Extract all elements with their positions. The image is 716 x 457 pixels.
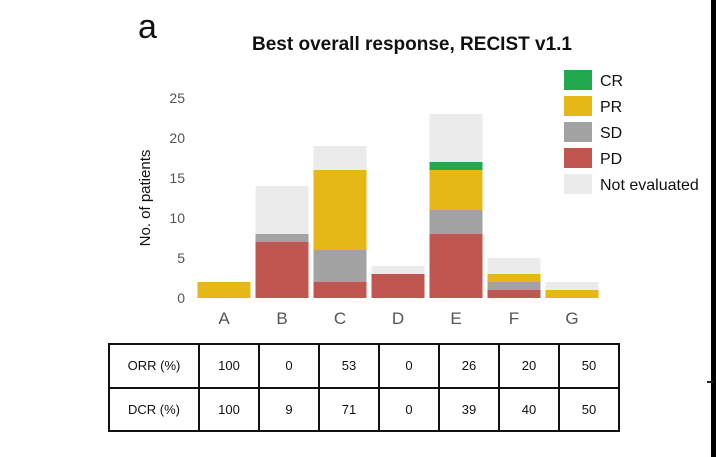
- table-row-label: DCR (%): [108, 386, 200, 432]
- table-cell: 20: [498, 343, 560, 389]
- chart-title: Best overall response, RECIST v1.1: [252, 34, 572, 55]
- legend-swatch: [564, 174, 592, 194]
- legend-swatch: [564, 70, 592, 90]
- bar-segment-sd-e: [429, 210, 483, 234]
- legend-label: CR: [600, 73, 623, 90]
- y-axis-ticks: 0 5 10 15 20 25: [169, 90, 185, 306]
- legend-label: PD: [600, 151, 622, 168]
- legend-swatch: [564, 122, 592, 142]
- legend: CR PR SD PD Not evaluated: [564, 70, 699, 194]
- y-tick-label: 20: [169, 130, 185, 146]
- x-tick-label: D: [392, 309, 404, 328]
- x-tick-label: F: [509, 309, 519, 328]
- bar-segment-sd-c: [313, 250, 367, 282]
- bars: [197, 114, 599, 298]
- x-axis-ticks: A B C D E F G: [218, 309, 578, 328]
- y-tick-label: 25: [169, 90, 185, 106]
- y-tick-label: 10: [169, 210, 185, 226]
- legend-label: SD: [600, 125, 622, 142]
- x-tick-label: C: [334, 309, 346, 328]
- bar-segment-sd-b: [255, 234, 309, 242]
- bar-segment-pr-e: [429, 170, 483, 210]
- table-cell: 53: [318, 343, 380, 389]
- x-tick-label: A: [218, 309, 230, 328]
- edge-tick-mark: [707, 381, 713, 383]
- x-tick-label: B: [276, 309, 287, 328]
- bar-segment-not-evaluated-b: [255, 186, 309, 234]
- table-cell: 71: [318, 386, 380, 432]
- bar-segment-pd-f: [487, 290, 541, 298]
- stacked-bar-chart: Best overall response, RECIST v1.1 No. o…: [137, 34, 699, 328]
- legend-swatch: [564, 148, 592, 168]
- legend-label: Not evaluated: [600, 177, 699, 194]
- table-cell: 9: [258, 386, 320, 432]
- table-cell: 50: [558, 343, 620, 389]
- bar-segment-pr-c: [313, 170, 367, 250]
- bar-segment-pr-g: [545, 290, 599, 298]
- table-cell: 50: [558, 386, 620, 432]
- table-row: ORR (%) 100 0 53 0 26 20 50: [108, 343, 620, 389]
- bar-segment-not-evaluated-g: [545, 282, 599, 290]
- bar-segment-pd-b: [255, 242, 309, 298]
- bar-segment-not-evaluated-c: [313, 146, 367, 170]
- x-tick-label: E: [450, 309, 461, 328]
- bar-segment-pr-a: [197, 282, 251, 298]
- legend-swatch: [564, 96, 592, 116]
- legend-label: PR: [600, 99, 622, 116]
- bar-segment-pd-c: [313, 282, 367, 298]
- bar-segment-pd-e: [429, 234, 483, 298]
- y-tick-label: 5: [177, 250, 185, 266]
- table-cell: 100: [198, 386, 260, 432]
- bar-segment-not-evaluated-e: [429, 114, 483, 162]
- table-cell: 0: [258, 343, 320, 389]
- bar-segment-cr-e: [429, 162, 483, 170]
- bar-segment-sd-f: [487, 282, 541, 290]
- table-row-label: ORR (%): [108, 343, 200, 389]
- panel-label: a: [138, 8, 157, 46]
- bar-segment-pr-f: [487, 274, 541, 282]
- table-cell: 39: [438, 386, 500, 432]
- bar-segment-pd-d: [371, 274, 425, 298]
- table-cell: 100: [198, 343, 260, 389]
- y-axis-label: No. of patients: [137, 150, 154, 247]
- table-row: DCR (%) 100 9 71 0 39 40 50: [108, 386, 620, 432]
- right-border: [711, 0, 716, 457]
- bar-segment-not-evaluated-d: [371, 266, 425, 274]
- y-tick-label: 0: [177, 290, 185, 306]
- bar-segment-not-evaluated-f: [487, 258, 541, 274]
- table-cell: 26: [438, 343, 500, 389]
- y-tick-label: 15: [169, 170, 185, 186]
- table-cell: 0: [378, 386, 440, 432]
- response-rate-table: ORR (%) 100 0 53 0 26 20 50 DCR (%) 100 9 71 0 39 40 50: [108, 343, 620, 432]
- table-cell: 40: [498, 386, 560, 432]
- table-cell: 0: [378, 343, 440, 389]
- x-tick-label: G: [565, 309, 578, 328]
